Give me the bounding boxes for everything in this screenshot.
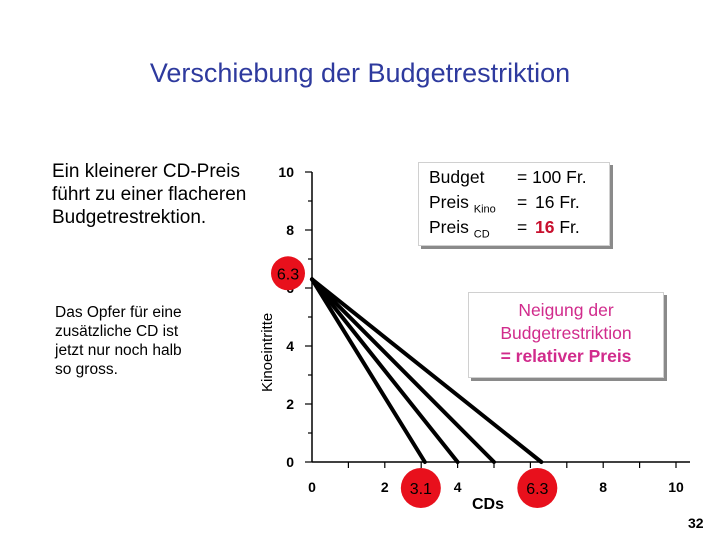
y-tick-label: 2 [286,396,294,412]
x-intercept-label: 3.1 [410,481,432,498]
budget-label: Budget [429,167,485,187]
x-tick-label: 10 [668,479,684,495]
page-number: 32 [688,515,704,531]
x-intercept-marker [517,468,558,508]
budget-line [310,277,496,464]
y-tick-label: 0 [286,454,294,470]
cd-price-unit: Fr. [559,217,580,237]
kino-price-label: Preis [429,192,469,212]
cd-sub: CD [473,228,490,241]
page-title: Verschiebung der Budgetrestriktion [149,58,571,88]
slope-line-3: = relativer Preis [500,346,632,366]
x-tick-label: 0 [308,479,316,495]
cd-eq: = [517,217,528,237]
budget-lines-group [310,277,544,464]
cd-price-label: Preis [429,217,469,237]
cd-price-number: 16 [535,217,555,237]
note-text: Das Opfer für eine zusätzliche CD ist je… [55,304,182,378]
markers-group: 6.3 3.1 6.3 [271,256,558,508]
y-tick-label: 8 [286,222,294,238]
budget-line [310,277,427,464]
slope-line-2: Budgetrestriktion [500,323,632,343]
x-tick-label: 4 [454,479,462,495]
y-tick-label: 4 [286,338,294,354]
slope-line-1: Neigung der [518,300,614,320]
y-intercept-marker [271,256,305,291]
x-axis-label: CDs [472,496,504,513]
kino-price-value: 16 Fr. [535,192,580,212]
x-intercept-label: 6.3 [526,481,548,498]
budget-line [310,277,544,464]
x-intercept-marker [400,468,441,508]
x-tick-label: 2 [381,479,389,495]
budget-info-box: Budget = 100 Fr. Preis Kino = 16 Fr. Pre… [418,162,610,246]
y-intercept-label: 6.3 [277,266,299,283]
slope-info-box: Neigung der Budgetrestriktion = relative… [468,292,664,378]
budget-line [310,277,460,464]
intro-text: Ein kleinerer CD-Preis führt zu einer fl… [52,161,247,228]
kino-eq: = [517,192,528,212]
ticks-group [305,171,677,468]
y-axis-label: Kinoeintritte [259,313,276,392]
budget-value: = 100 Fr. [517,167,587,187]
y-tick-label: 10 [278,164,294,180]
x-tick-label: 8 [599,479,607,495]
kino-sub: Kino [473,203,496,216]
